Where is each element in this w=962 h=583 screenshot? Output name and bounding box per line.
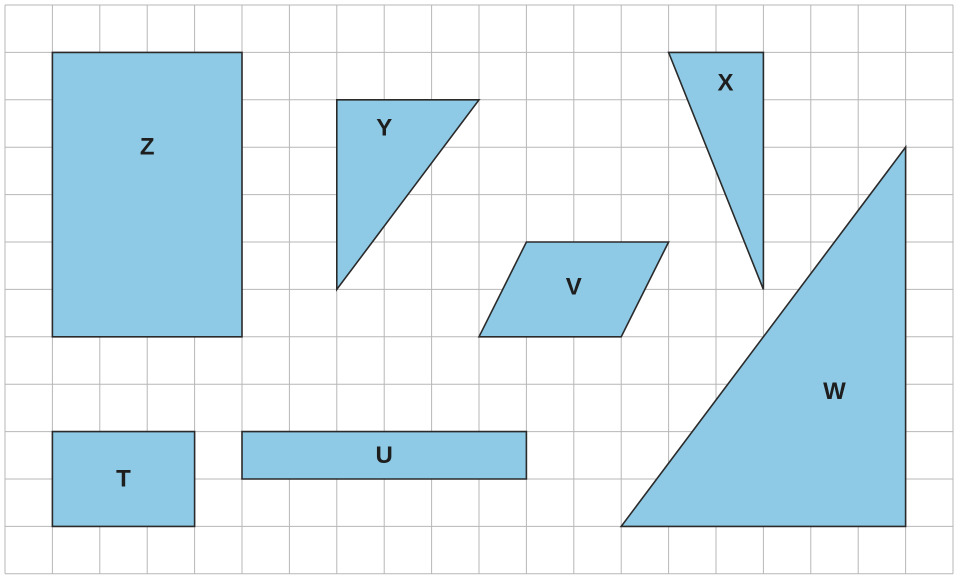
shape-label-w: W bbox=[823, 378, 846, 405]
shapes-layer bbox=[51, 51, 907, 528]
shape-label-x: X bbox=[717, 70, 733, 97]
shape-w bbox=[619, 144, 907, 528]
labels-layer: Z Y X V W T U bbox=[116, 70, 846, 493]
shape-label-y: Y bbox=[376, 115, 392, 142]
shape-x bbox=[667, 51, 765, 290]
shape-label-u: U bbox=[376, 442, 393, 469]
shape-u bbox=[241, 430, 528, 480]
shape-y bbox=[335, 99, 481, 292]
shape-v bbox=[477, 241, 670, 338]
shape-label-t: T bbox=[116, 466, 131, 493]
shape-z bbox=[51, 51, 243, 338]
shape-label-z: Z bbox=[140, 134, 155, 161]
shape-t bbox=[51, 430, 196, 528]
shape-label-v: V bbox=[566, 274, 582, 301]
